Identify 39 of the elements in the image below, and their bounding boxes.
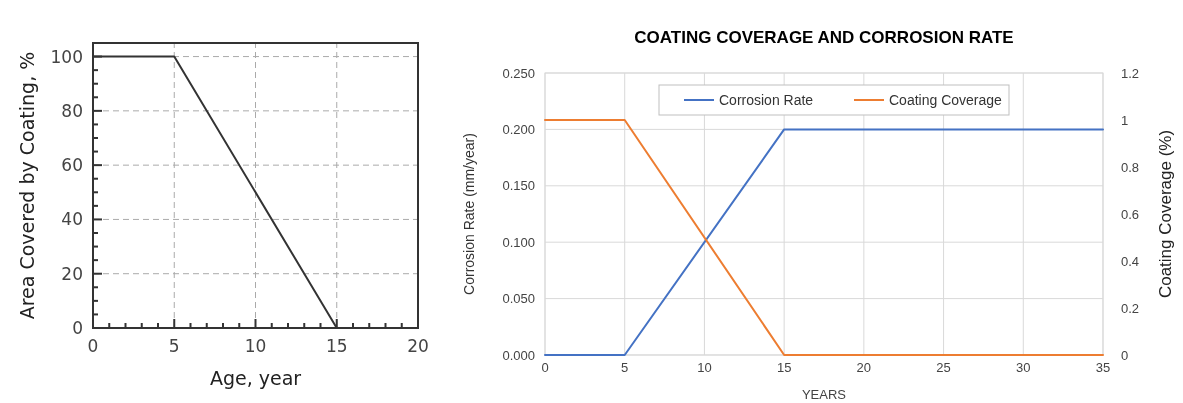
x-tick-label: 5 [168,336,180,356]
y2-tick-label: 1.2 [1121,65,1140,81]
legend-label: Coating Coverage [889,91,1003,108]
x-tick-label: 25 [936,360,951,375]
x-tick-label: 35 [1095,360,1111,375]
x-tick-label: 0 [541,360,549,375]
y2-tick-label: 0.6 [1121,206,1140,222]
y-tick-label: 0 [72,317,83,338]
y-tick-label: 0.250 [502,65,535,81]
x-tick-label: 15 [325,336,348,356]
x-tick-label: 30 [1016,360,1031,375]
x-axis-title: Age, year [209,367,302,389]
y-tick-label: 20 [61,263,83,284]
y-tick-label: 0.000 [502,347,535,363]
y2-axis-title: Coating Coverage (%) [1156,129,1175,299]
x-tick-label: 10 [697,360,712,375]
x-tick-label: 20 [407,336,429,356]
y-tick-label: 0.200 [502,121,535,137]
chart-title: COATING COVERAGE AND CORROSION RATE [634,28,1014,47]
y-tick-label: 100 [50,46,83,67]
y-axis-title: Corrosion Rate (mm/year) [461,133,477,295]
y-tick-label: 0.150 [502,178,535,194]
y-axis-title: Area Covered by Coating, % [16,51,38,320]
x-axis-title: YEARS [801,387,847,402]
y2-tick-label: 0.2 [1121,300,1140,316]
y-tick-label: 80 [61,100,83,121]
y-tick-label: 0.100 [502,234,535,250]
x-tick-label: 10 [244,336,267,356]
x-tick-label: 0 [87,336,99,356]
y2-tick-label: 0.4 [1121,253,1140,269]
y-tick-label: 0.050 [502,291,535,307]
y2-tick-label: 1 [1121,112,1129,128]
x-tick-label: 15 [776,360,792,375]
y2-tick-label: 0.8 [1121,159,1140,175]
x-tick-label: 20 [856,360,872,375]
y-tick-label: 60 [61,155,83,176]
x-tick-label: 5 [621,360,629,375]
legend-label: Corrosion Rate [719,91,814,108]
y-tick-label: 40 [61,209,83,230]
